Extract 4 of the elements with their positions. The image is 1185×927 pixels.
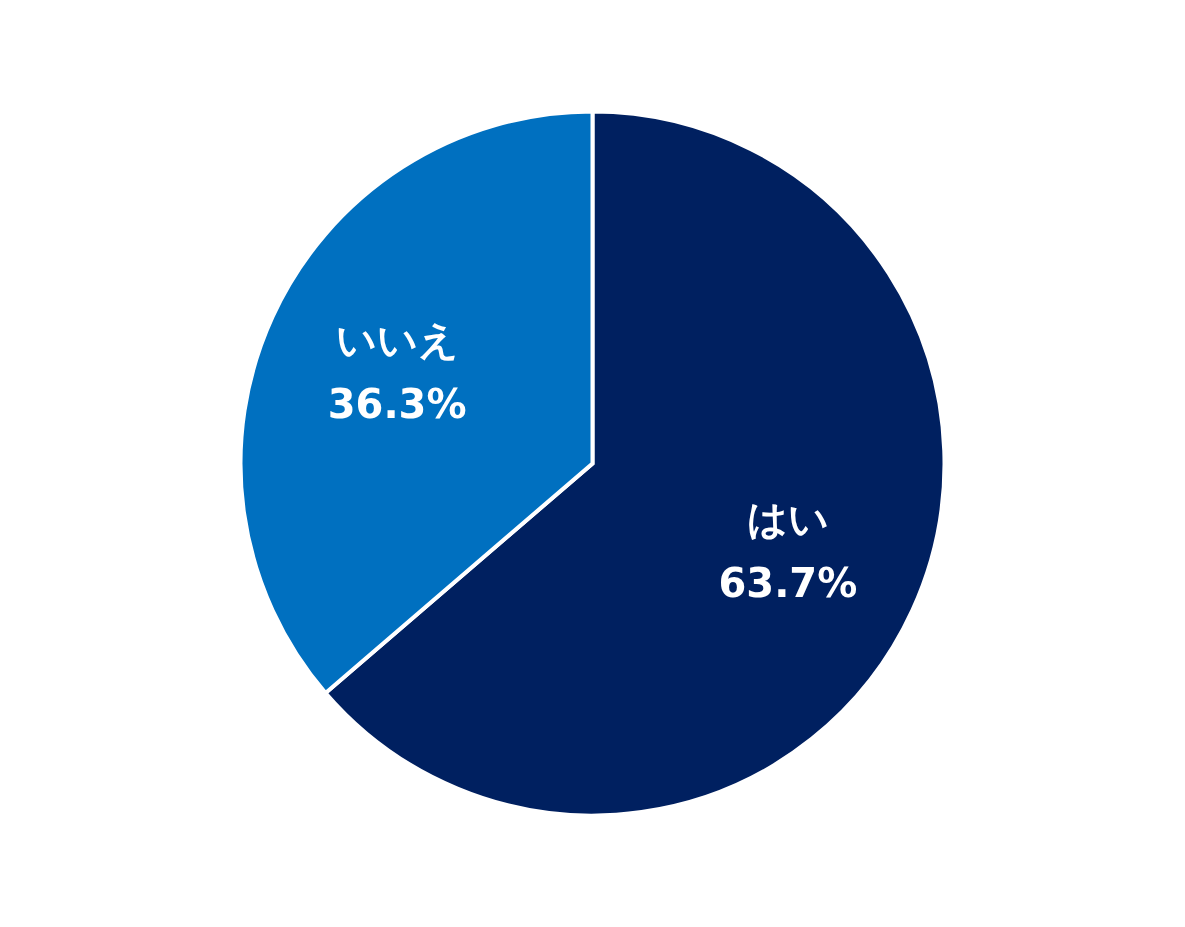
- data-label: 36.3%: [327, 380, 467, 427]
- slice-label: いいえ: [335, 316, 459, 363]
- data-label: 63.7%: [718, 560, 858, 607]
- slice-label: はい: [746, 496, 829, 543]
